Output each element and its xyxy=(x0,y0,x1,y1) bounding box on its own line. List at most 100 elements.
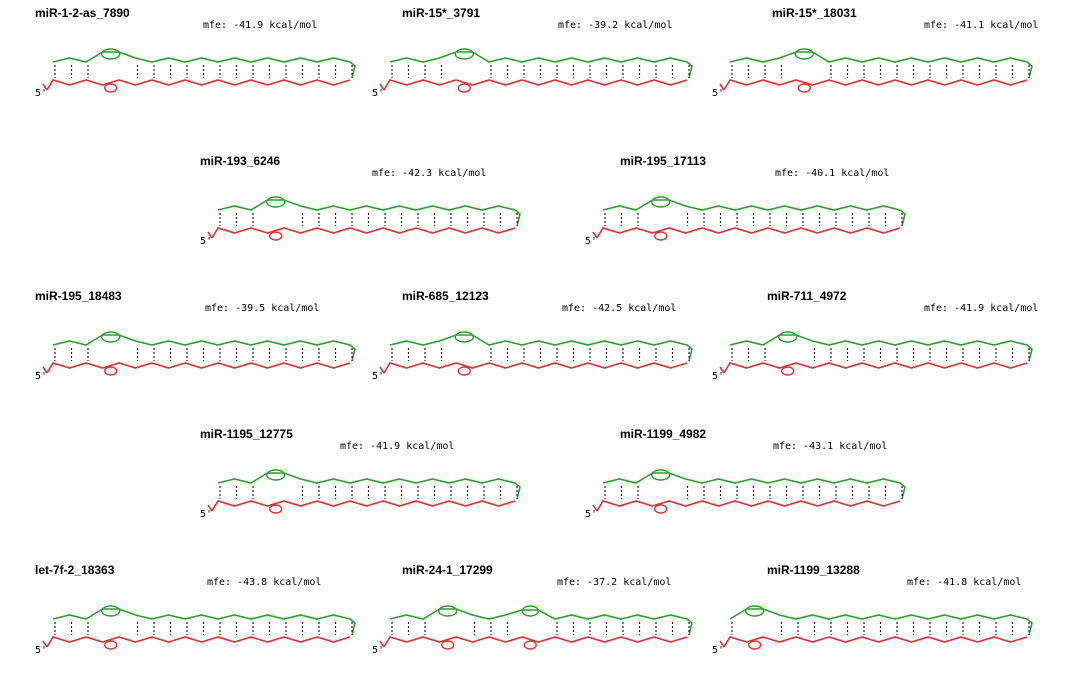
five-prime-label: 5' xyxy=(372,645,384,656)
five-prime-label: 5' xyxy=(712,371,724,382)
target-bulge xyxy=(523,640,537,650)
five-prime-label: 5' xyxy=(35,645,47,656)
target-loop xyxy=(781,366,795,376)
panel-mfe: mfe: -42.3 kcal/mol xyxy=(372,168,487,179)
panel-title: miR-1-2-as_7890 xyxy=(35,6,130,20)
mirna-strand xyxy=(389,334,693,362)
duplex-panel: miR-711_4972 mfe: -41.9 kcal/mol 5' xyxy=(712,289,1052,399)
five-prime-label: 5' xyxy=(200,236,212,247)
duplex-structure: 5' xyxy=(35,605,356,656)
duplex-panel: miR-195_17113 mfe: -40.1 kcal/mol 5' xyxy=(585,154,925,264)
target-loop xyxy=(457,366,471,376)
five-prime-label: 5' xyxy=(200,509,212,520)
duplex-panel: miR-193_6246 mfe: -42.3 kcal/mol 5' xyxy=(200,154,540,264)
duplex-structure: 5' xyxy=(372,331,693,382)
duplex-panel: miR-1-2-as_7890 mfe: -41.9 kcal/mol 5' xyxy=(35,6,375,116)
duplex-panel: miR-685_12123 mfe: -42.5 kcal/mol 5' xyxy=(372,289,712,399)
target-strand xyxy=(211,227,516,239)
target-strand-end xyxy=(42,640,48,648)
panel-mfe: mfe: -39.5 kcal/mol xyxy=(205,303,320,314)
panel-mfe: mfe: -41.1 kcal/mol xyxy=(924,20,1039,31)
duplex-panel: let-7f-2_18363 mfe: -43.8 kcal/mol 5' xyxy=(35,563,375,673)
target-strand-end xyxy=(719,83,725,91)
target-strand xyxy=(596,500,901,512)
target-strand-end xyxy=(592,504,598,512)
duplex-structure: 5' xyxy=(372,48,693,99)
panel-title: let-7f-2_18363 xyxy=(35,563,115,577)
five-prime-label: 5' xyxy=(35,371,47,382)
five-prime-label: 5' xyxy=(712,88,724,99)
target-strand xyxy=(383,636,688,648)
mirna-loop xyxy=(651,196,671,208)
mirna-strand xyxy=(52,51,356,79)
duplex-panel: miR-24-1_17299 mfe: -37.2 kcal/mol 5' xyxy=(372,563,712,673)
panel-mfe: mfe: -42.5 kcal/mol xyxy=(562,303,677,314)
duplex-structure: 5' xyxy=(712,48,1033,99)
mirna-loop xyxy=(454,331,474,343)
target-strand xyxy=(46,79,351,91)
target-loop xyxy=(104,366,118,376)
panel-mfe: mfe: -41.8 kcal/mol xyxy=(907,577,1022,588)
target-strand-end xyxy=(719,366,725,374)
mirna-strand xyxy=(602,199,906,227)
target-strand xyxy=(723,636,1028,648)
target-strand-end xyxy=(207,504,213,512)
mirna-strand xyxy=(729,51,1033,79)
target-strand xyxy=(383,362,688,374)
target-strand xyxy=(596,227,901,239)
mirna-loop xyxy=(266,196,286,208)
duplex-panel: miR-15*_3791 mfe: -39.2 kcal/mol 5' xyxy=(372,6,712,116)
duplex-panel: miR-1195_12775 mfe: -41.9 kcal/mol 5' xyxy=(200,427,540,537)
mirna-loop xyxy=(454,48,474,60)
target-strand xyxy=(723,79,1028,91)
panel-title: miR-15*_18031 xyxy=(772,6,857,20)
target-strand-end xyxy=(719,640,725,648)
five-prime-label: 5' xyxy=(585,236,597,247)
mirna-strand xyxy=(217,199,521,227)
panel-title: miR-195_18483 xyxy=(35,289,122,303)
five-prime-label: 5' xyxy=(35,88,47,99)
five-prime-label: 5' xyxy=(585,509,597,520)
duplex-panel: miR-1199_4982 mfe: -43.1 kcal/mol 5' xyxy=(585,427,925,537)
mirna-loop xyxy=(651,469,671,481)
panel-title: miR-1195_12775 xyxy=(200,427,293,441)
mirna-strand xyxy=(217,472,521,500)
panel-title: miR-24-1_17299 xyxy=(402,563,493,577)
panel-title: miR-711_4972 xyxy=(767,289,847,303)
target-strand-end xyxy=(379,366,385,374)
target-strand-end xyxy=(42,83,48,91)
panel-title: miR-685_12123 xyxy=(402,289,489,303)
duplex-panel: miR-1199_13288 mfe: -41.8 kcal/mol 5' xyxy=(712,563,1052,673)
panel-title: miR-193_6246 xyxy=(200,154,281,168)
five-prime-label: 5' xyxy=(372,88,384,99)
target-strand xyxy=(46,362,351,374)
duplex-structure: 5' xyxy=(712,331,1033,382)
mirna-strand xyxy=(729,608,1033,636)
panel-mfe: mfe: -41.9 kcal/mol xyxy=(203,20,318,31)
target-strand-end xyxy=(379,83,385,91)
panel-mfe: mfe: -40.1 kcal/mol xyxy=(775,168,890,179)
mirna-strand xyxy=(52,608,356,636)
five-prime-label: 5' xyxy=(712,645,724,656)
duplex-structure: 5' xyxy=(712,605,1033,656)
mirna-bulge xyxy=(521,605,539,617)
target-loop xyxy=(654,504,668,514)
target-loop xyxy=(748,640,762,650)
panel-title: miR-1199_13288 xyxy=(767,563,860,577)
target-strand-end xyxy=(379,640,385,648)
mirna-strand xyxy=(389,608,693,636)
duplex-structure: 5' xyxy=(35,331,356,382)
target-strand-end xyxy=(207,231,213,239)
mirna-loop xyxy=(101,331,121,343)
mirna-strand xyxy=(52,334,356,362)
duplex-structure: 5' xyxy=(35,48,356,99)
mirna-loop xyxy=(794,48,814,60)
mirna-strand xyxy=(729,334,1033,362)
target-loop xyxy=(441,640,455,650)
mirna-loop xyxy=(266,469,286,481)
mirna-loop xyxy=(438,605,458,617)
mirna-strand xyxy=(389,51,693,79)
panel-mfe: mfe: -41.9 kcal/mol xyxy=(340,441,455,452)
panel-mfe: mfe: -37.2 kcal/mol xyxy=(557,577,672,588)
